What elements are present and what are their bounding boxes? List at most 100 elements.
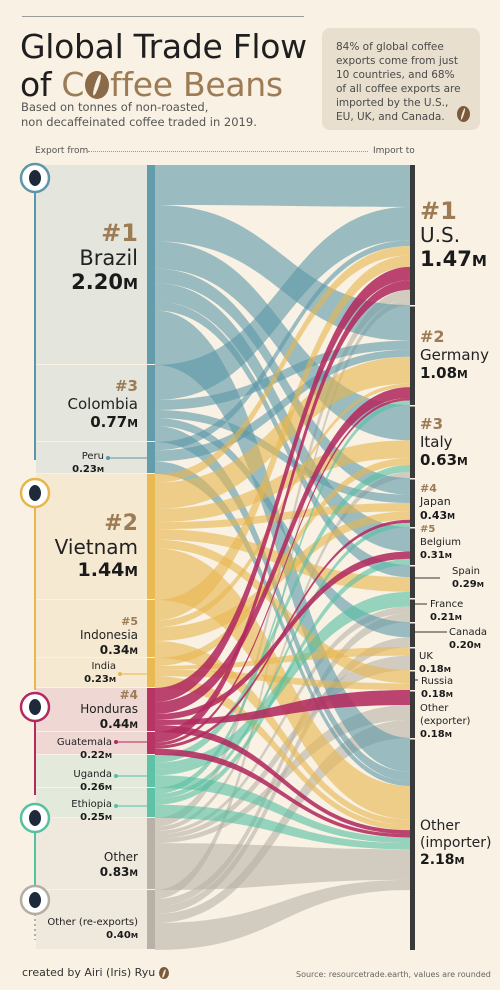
tonnage-value: 0.23M xyxy=(72,463,104,476)
country-name: Italy xyxy=(420,433,468,451)
importer-separator xyxy=(410,565,415,567)
exporter-bar xyxy=(147,600,155,657)
tonnage-value: 2.18M xyxy=(420,852,490,870)
country-name: Uganda xyxy=(73,768,112,781)
connector-dot xyxy=(118,672,122,676)
country-name: Other (re-exports) xyxy=(47,916,138,929)
source-note: Source: resourcetrade.earth, values are … xyxy=(296,970,491,979)
exporter-bar xyxy=(147,688,155,731)
tonnage-value: 0.34M xyxy=(80,643,138,660)
country-name: Germany xyxy=(420,346,489,364)
exporter-label: Guatemala 0.22M xyxy=(57,736,112,762)
exporter-label: #1 Brazil 2.20M xyxy=(71,220,138,296)
tonnage-value: 0.40M xyxy=(47,929,138,942)
country-name: Colombia xyxy=(68,395,139,413)
country-name: Peru xyxy=(72,450,104,463)
tonnage-value: 0.18M xyxy=(420,728,480,741)
importer-label: Canada 0.20M xyxy=(449,626,487,652)
rank-label: #2 xyxy=(55,512,138,536)
credit-text: created by Airi (Iris) Ryu xyxy=(22,966,155,979)
country-name: Honduras xyxy=(80,702,138,717)
country-name: Other xyxy=(100,850,138,865)
exporter-bar xyxy=(147,474,155,599)
connector-dot xyxy=(114,774,118,778)
exporter-bar xyxy=(147,658,155,687)
exporter-label: #5 Indonesia 0.34M xyxy=(80,615,138,660)
continent-silhouette-icon xyxy=(29,810,41,826)
exporter-label: Other 0.83M xyxy=(100,850,138,882)
importer-separator xyxy=(410,690,415,692)
exporter-label: #3 Colombia 0.77M xyxy=(68,378,139,433)
exporter-label: Other (re-exports) 0.40M xyxy=(47,916,138,942)
rank-label: #3 xyxy=(68,378,139,395)
exporter-bar xyxy=(147,442,155,473)
exporter-bar xyxy=(147,365,155,441)
rank-label: #2 xyxy=(420,328,489,346)
importer-label: Other (importer) 2.18M xyxy=(420,818,490,870)
country-name: Japan xyxy=(420,495,455,509)
country-name: Ethiopia xyxy=(71,798,112,811)
importer-separator xyxy=(410,738,415,740)
importer-label: UK 0.18M xyxy=(419,650,451,676)
importer-label: #2 Germany 1.08M xyxy=(420,328,489,384)
exporter-label: Uganda 0.26M xyxy=(73,768,112,794)
rank-label: #3 xyxy=(420,416,468,433)
importer-label: Spain 0.29M xyxy=(452,565,484,591)
rank-label: #5 xyxy=(420,524,461,536)
tonnage-value: 0.18M xyxy=(421,688,453,701)
rank-label: #1 xyxy=(420,198,487,224)
tonnage-value: 0.29M xyxy=(452,578,484,591)
importer-separator xyxy=(410,670,415,672)
country-name: Indonesia xyxy=(80,628,138,643)
continent-silhouette-icon xyxy=(29,699,41,715)
tonnage-value: 0.44M xyxy=(80,717,138,734)
importer-separator xyxy=(410,622,415,624)
tonnage-value: 0.21M xyxy=(430,611,463,624)
importer-separator xyxy=(410,305,415,307)
exporter-bar xyxy=(147,732,155,754)
exporter-bar xyxy=(147,788,155,817)
exporter-label: Ethiopia 0.25M xyxy=(71,798,112,824)
importer-label: France 0.21M xyxy=(430,598,463,624)
continent-silhouette-icon xyxy=(29,892,41,908)
rank-label: #4 xyxy=(80,688,138,702)
tonnage-value: 0.22M xyxy=(57,749,112,762)
continent-silhouette-icon xyxy=(29,170,41,186)
exporter-label: India 0.23M xyxy=(84,660,116,686)
tonnage-value: 0.26M xyxy=(73,781,112,794)
country-name: UK xyxy=(419,650,451,663)
exporter-label: Peru 0.23M xyxy=(72,450,104,476)
country-name: Brazil xyxy=(71,246,138,270)
importer-label: Russia 0.18M xyxy=(421,675,453,701)
importer-bar xyxy=(410,165,415,950)
importer-separator xyxy=(410,405,415,407)
importer-label: #4 Japan 0.43M xyxy=(420,482,455,524)
country-name: Guatemala xyxy=(57,736,112,749)
tonnage-value: 1.08M xyxy=(420,364,489,384)
country-name: Other (exporter) xyxy=(420,702,480,728)
tonnage-value: 0.63M xyxy=(420,451,468,471)
country-name: Russia xyxy=(421,675,453,688)
country-name: France xyxy=(430,598,463,611)
exporter-label: #2 Vietnam 1.44M xyxy=(55,512,138,583)
importer-separator xyxy=(410,647,415,649)
connector-dot xyxy=(114,804,118,808)
tonnage-value: 0.25M xyxy=(71,811,112,824)
importer-label: #5 Belgium 0.31M xyxy=(420,524,461,562)
tonnage-value: 0.43M xyxy=(420,509,455,524)
country-name: Vietnam xyxy=(55,536,138,559)
exporter-label: #4 Honduras 0.44M xyxy=(80,688,138,734)
exporter-bar xyxy=(147,818,155,889)
country-name: India xyxy=(84,660,116,673)
importer-label: #1 U.S. 1.47M xyxy=(420,198,487,273)
tonnage-value: 0.20M xyxy=(449,639,487,652)
importer-label: Other (exporter) 0.18M xyxy=(420,702,480,741)
connector-dot xyxy=(106,456,110,460)
rank-label: #4 xyxy=(420,482,455,495)
exporter-bar xyxy=(147,890,155,949)
importer-separator xyxy=(410,527,415,529)
credit: created by Airi (Iris) Ryu xyxy=(22,966,169,979)
tonnage-value: 1.47M xyxy=(420,247,487,273)
importer-separator xyxy=(410,598,415,600)
connector-dot xyxy=(114,740,118,744)
